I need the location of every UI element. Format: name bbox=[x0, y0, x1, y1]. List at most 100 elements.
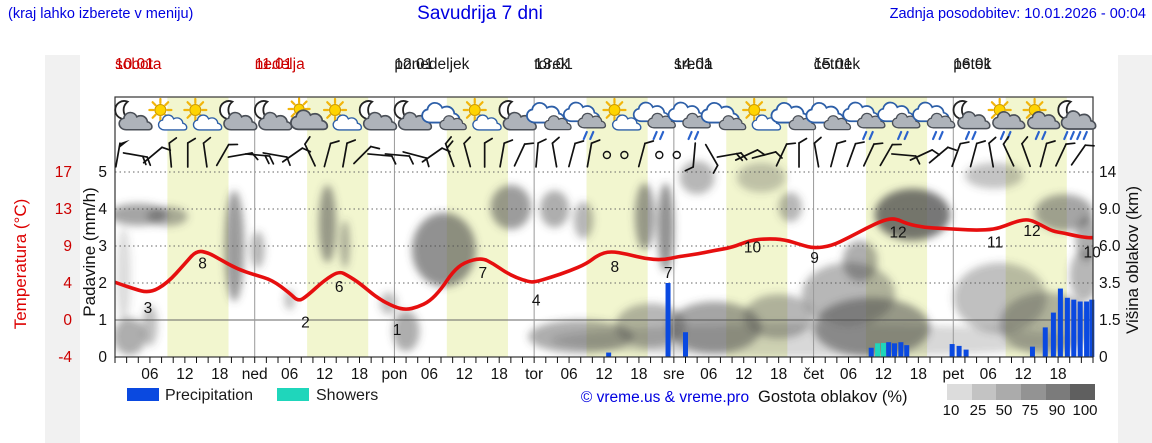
weather-icon-sun-cloud bbox=[602, 97, 642, 131]
wind-barb-icon bbox=[1002, 136, 1015, 167]
sun-ray bbox=[478, 101, 484, 107]
wind-barb-icon bbox=[704, 143, 719, 174]
barb-shaft bbox=[704, 143, 719, 167]
barb-feather bbox=[891, 143, 902, 146]
sun-ray bbox=[302, 100, 308, 106]
hour-label: 12 bbox=[456, 366, 473, 383]
barb-feather bbox=[161, 146, 172, 151]
barb-feather bbox=[1065, 142, 1076, 145]
barb-shaft bbox=[586, 142, 593, 168]
precipitation-bar bbox=[1057, 288, 1063, 357]
temperature-value-label: 6 bbox=[335, 279, 344, 296]
cloud-shape bbox=[118, 111, 153, 131]
barb-feather bbox=[202, 136, 212, 144]
cloud-blob bbox=[1069, 249, 1093, 302]
cloud-blob bbox=[778, 192, 802, 222]
rain-mark bbox=[938, 130, 944, 141]
barb-shaft bbox=[535, 142, 539, 168]
wind-barb-icon bbox=[168, 137, 178, 168]
wind-barb-icon bbox=[142, 146, 172, 164]
sun-ray bbox=[186, 113, 192, 119]
hour-label: 12 bbox=[1015, 366, 1032, 383]
daylight-band bbox=[167, 97, 229, 357]
day-abbrev-label: sre bbox=[663, 366, 685, 383]
barb-feather bbox=[141, 155, 147, 166]
weather-icon-clouds bbox=[700, 101, 747, 131]
barb-feather bbox=[813, 136, 822, 145]
barb-shaft bbox=[734, 149, 759, 161]
daylight-band bbox=[307, 97, 369, 357]
cloud-shape bbox=[223, 111, 258, 131]
day-date: 11.01 bbox=[254, 56, 293, 73]
wind-barb-icon bbox=[637, 140, 655, 168]
page-title: Savudrija 7 dni bbox=[417, 3, 543, 24]
barb-feather bbox=[329, 140, 340, 145]
rain-mark bbox=[1069, 130, 1075, 141]
precipitation-bar bbox=[665, 283, 671, 357]
day-name: sobota bbox=[115, 56, 162, 73]
wind-calm-icon bbox=[672, 150, 681, 160]
wind-barb-icon bbox=[483, 137, 494, 168]
wind-barb-icon bbox=[928, 146, 958, 164]
cloud-blob bbox=[573, 201, 594, 239]
cloud-shape bbox=[472, 114, 502, 131]
showers-legend-label: Showers bbox=[316, 387, 379, 404]
precip-axis-tick: 0 bbox=[98, 349, 107, 366]
weather-icon-cloud-sun bbox=[287, 97, 329, 131]
barb-shaft bbox=[281, 147, 304, 163]
cloud-blob bbox=[318, 184, 337, 263]
barb-feather bbox=[931, 149, 941, 156]
day-abbrev-label: pet bbox=[943, 366, 965, 383]
weather-icon-sun-cloud-rain bbox=[1022, 97, 1061, 141]
day-name: torek bbox=[534, 56, 569, 73]
weather-icon-sun-cloud bbox=[148, 97, 188, 131]
cloud-blob bbox=[842, 240, 878, 282]
sun-ray bbox=[151, 113, 157, 119]
barb-shaft bbox=[568, 142, 576, 168]
precip-axis-tick: 5 bbox=[98, 164, 107, 181]
wind-barb-icon bbox=[513, 142, 535, 167]
rain-mark bbox=[903, 130, 909, 141]
cloud-blob bbox=[490, 184, 532, 230]
temperature-value-label: 10 bbox=[744, 239, 762, 256]
wind-barb-icon bbox=[586, 139, 601, 168]
precip-axis-tick: 1 bbox=[98, 312, 107, 329]
hour-label: 06 bbox=[281, 366, 298, 383]
barb-feather bbox=[446, 140, 454, 149]
barb-feather bbox=[590, 139, 601, 145]
sun-disc bbox=[468, 104, 481, 116]
barb-feather bbox=[1045, 140, 1056, 145]
precip-axis-tick: 2 bbox=[98, 275, 107, 292]
sun-ray bbox=[164, 101, 170, 107]
precipitation-bar bbox=[891, 343, 897, 357]
sun-ray bbox=[758, 101, 764, 107]
temperature-value-label: 8 bbox=[611, 259, 620, 276]
rain-mark bbox=[862, 130, 868, 141]
barb-feather bbox=[551, 136, 560, 145]
hour-label: 12 bbox=[595, 366, 612, 383]
cloud-shape bbox=[157, 114, 188, 131]
day-date: 15.01 bbox=[813, 56, 853, 73]
hour-label: 12 bbox=[176, 366, 193, 383]
sun-ray bbox=[338, 101, 344, 107]
wind-barb-icon bbox=[1070, 144, 1095, 166]
weather-icon-sun-cloud bbox=[322, 97, 363, 131]
wind-barb-icon bbox=[551, 136, 560, 168]
precipitation-bar bbox=[606, 352, 612, 357]
day-abbrev-label: čet bbox=[803, 366, 824, 383]
precipitation-bar bbox=[1050, 312, 1056, 357]
cloud-blob bbox=[411, 212, 476, 287]
weather-icon-cloud-rain bbox=[632, 101, 676, 141]
precipitation-bar bbox=[683, 332, 688, 357]
barb-shaft bbox=[262, 152, 288, 158]
barb-shaft bbox=[463, 142, 472, 168]
day-abbrev-label: tor bbox=[525, 366, 543, 383]
menu-hint: (kraj lahko izberete v meniju) bbox=[8, 6, 194, 22]
temperature-value-label: 7 bbox=[478, 265, 487, 282]
precipitation-bar bbox=[956, 345, 962, 357]
density-scale-tick: 10 bbox=[942, 402, 960, 419]
sun-ray bbox=[1038, 101, 1044, 107]
copyright-link[interactable]: © vreme.us & vreme.pro bbox=[580, 389, 750, 406]
rain-mark bbox=[1041, 130, 1047, 141]
temperature-value-label: 8 bbox=[198, 255, 207, 272]
